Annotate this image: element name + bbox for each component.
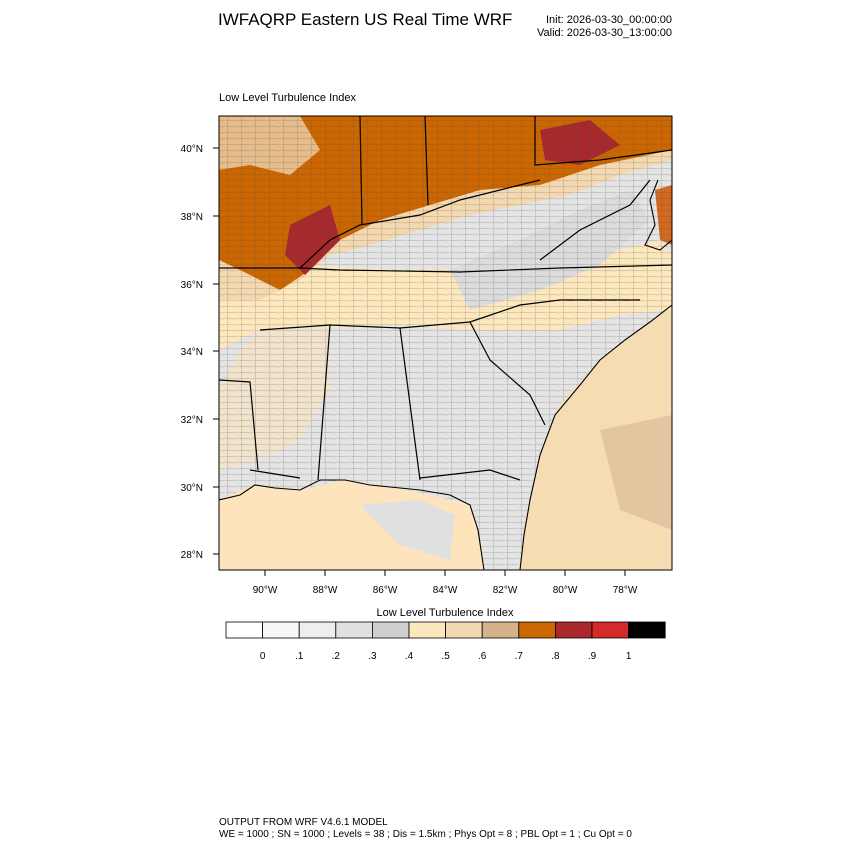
footer-line-1: OUTPUT FROM WRF V4.6.1 MODEL — [219, 817, 388, 828]
colorbar-swatch — [262, 621, 300, 639]
colorbar-label: .9 — [588, 651, 597, 662]
lat-tick-label: 32°N — [181, 415, 203, 426]
colorbar-label: 0 — [260, 651, 266, 662]
colorbar-swatch — [445, 621, 483, 639]
time-info: Init: 2026-03-30_00:00:00 Valid: 2026-03… — [537, 14, 672, 40]
lon-tick-label: 80°W — [553, 585, 578, 596]
page-title: IWFAQRP Eastern US Real Time WRF — [218, 10, 513, 29]
colorbar-swatch — [408, 621, 446, 639]
lat-tick-label: 36°N — [181, 280, 203, 291]
lat-tick-label: 30°N — [181, 483, 203, 494]
lon-tick-label: 84°W — [433, 585, 458, 596]
longitude-ticks: 90°W 88°W 86°W 84°W 82°W 80°W 78°W — [253, 570, 638, 596]
colorbar-label: .8 — [551, 651, 560, 662]
lat-tick-label: 34°N — [181, 347, 203, 358]
atlantic-high-zone — [600, 415, 672, 530]
lon-tick-label: 78°W — [613, 585, 638, 596]
colorbar-label: .6 — [478, 651, 487, 662]
footer-line-2: WE = 1000 ; SN = 1000 ; Levels = 38 ; Di… — [219, 829, 632, 840]
state-borders — [219, 116, 672, 481]
colorbar-label: 1 — [626, 651, 632, 662]
colorbar-swatch — [371, 621, 410, 639]
colorbar-label: .4 — [405, 651, 414, 662]
map-title: Low Level Turbulence Index — [219, 92, 356, 104]
colorbar-swatch — [298, 621, 337, 639]
colorbar-label: .5 — [441, 651, 450, 662]
init-time: Init: 2026-03-30_00:00:00 — [546, 14, 672, 26]
lat-tick-label: 28°N — [181, 550, 203, 561]
colorbar-label: .7 — [515, 651, 524, 662]
lat-tick-label: 40°N — [181, 144, 203, 155]
colorbar-swatch — [518, 621, 556, 639]
colorbar-swatch — [225, 621, 263, 639]
valid-time: Valid: 2026-03-30_13:00:00 — [537, 27, 672, 39]
lon-tick-label: 82°W — [493, 585, 518, 596]
latitude-ticks: 40°N 38°N 36°N 34°N 32°N 30°N 28°N — [181, 144, 219, 561]
colorbar-label: .2 — [332, 651, 341, 662]
colorbar-swatch — [335, 621, 373, 639]
colorbar-swatch — [591, 621, 629, 639]
colorbar-label: .1 — [295, 651, 304, 662]
map-plot-area — [219, 116, 672, 570]
colorbar-swatch — [481, 621, 520, 639]
lon-tick-label: 88°W — [313, 585, 338, 596]
colorbar: 0 .1 .2 .3 .4 .5 .6 .7 .8 .9 1 — [225, 621, 666, 662]
coastline — [219, 179, 672, 570]
gulf-gray-band — [360, 500, 455, 560]
colorbar-title: Low Level Turbulence Index — [376, 607, 514, 619]
colorbar-swatch — [555, 621, 593, 639]
lon-tick-label: 86°W — [373, 585, 398, 596]
lon-tick-label: 90°W — [253, 585, 278, 596]
model-footer: OUTPUT FROM WRF V4.6.1 MODEL WE = 1000 ;… — [219, 817, 632, 841]
colorbar-swatch — [628, 621, 666, 639]
colorbar-label: .3 — [368, 651, 377, 662]
county-lines — [219, 116, 672, 570]
lat-tick-label: 38°N — [181, 212, 203, 223]
